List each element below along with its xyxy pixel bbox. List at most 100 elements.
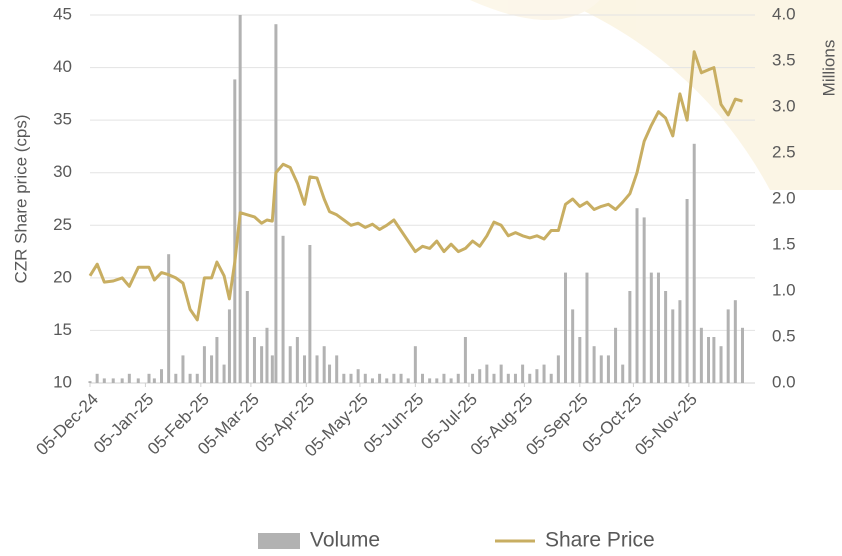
volume-bar (252, 337, 256, 383)
volume-bar (740, 327, 744, 383)
volume-bar (202, 346, 206, 383)
volume-bar (215, 337, 219, 383)
volume-bar (428, 378, 432, 383)
volume-bar (449, 378, 453, 383)
volume-bar (528, 373, 532, 383)
volume-bar (356, 369, 360, 383)
volume-bar (363, 373, 367, 383)
volume-bar (542, 364, 546, 383)
volume-bar (315, 355, 319, 383)
volume-bar (167, 254, 171, 383)
volume-bar (656, 272, 660, 383)
volume-bar (281, 235, 285, 383)
volume-bar (160, 369, 164, 383)
volume-bar (585, 272, 589, 383)
volume-bar (174, 373, 178, 383)
y-axis-title: CZR Share price (cps) (11, 114, 30, 283)
volume-bar (621, 364, 625, 383)
volume-bar (549, 373, 553, 383)
volume-bar (726, 309, 730, 383)
volume-bar (303, 355, 307, 383)
y2-tick-label: 1.5 (772, 234, 796, 253)
volume-bar (288, 346, 292, 383)
volume-bar (222, 364, 226, 383)
volume-bar (399, 373, 403, 383)
y-tick-label: 25 (53, 215, 72, 234)
volume-bar (521, 364, 525, 383)
volume-bar (492, 373, 496, 383)
volume-bar (328, 364, 332, 383)
volume-bar (571, 309, 575, 383)
y2-tick-label: 0.0 (772, 372, 796, 391)
y-tick-label: 45 (53, 4, 72, 23)
y-tick-label: 35 (53, 110, 72, 129)
y-tick-label: 40 (53, 57, 72, 76)
volume-bar (88, 381, 92, 383)
volume-bar (152, 378, 156, 383)
volume-bar (685, 199, 689, 383)
volume-bar (733, 300, 737, 383)
volume-bar (692, 143, 696, 383)
y2-tick-label: 2.5 (772, 142, 796, 161)
volume-bar (120, 378, 124, 383)
volume-bar (671, 309, 675, 383)
volume-bar (147, 373, 151, 383)
watermark (470, 0, 842, 190)
volume-bar (385, 378, 389, 383)
volume-bar (342, 373, 346, 383)
volume-bar (370, 378, 374, 383)
volume-bar (233, 79, 237, 384)
x-tick-label: 05-Jun-25 (360, 390, 428, 458)
y2-tick-label: 1.0 (772, 280, 796, 299)
y2-tick-label: 2.0 (772, 188, 796, 207)
y-tick-label: 20 (53, 267, 72, 286)
volume-bar (392, 373, 396, 383)
volume-bar (699, 327, 703, 383)
volume-bar (606, 355, 610, 383)
volume-bar (136, 378, 140, 383)
volume-bar (322, 346, 326, 383)
volume-bar (642, 217, 646, 383)
volume-bar (378, 373, 382, 383)
y2-tick-label: 0.5 (772, 326, 796, 345)
volume-bar (478, 369, 482, 383)
volume-bar (456, 373, 460, 383)
volume-bar (260, 346, 264, 383)
volume-bar (678, 300, 682, 383)
legend-swatch (258, 533, 300, 549)
volume-bar (442, 373, 446, 383)
legend: Volume Share Price (258, 529, 655, 552)
y2-tick-label: 4.0 (772, 4, 796, 23)
volume-bar (188, 373, 192, 383)
y-tick-label: 30 (53, 162, 72, 181)
volume-bar (592, 346, 596, 383)
y2-tick-label: 3.5 (772, 50, 796, 69)
volume-bar (413, 346, 417, 383)
volume-bar (556, 355, 560, 383)
watermark-shape (560, 0, 842, 190)
volume-bar (513, 373, 517, 383)
price-line (88, 50, 743, 322)
volume-bar (274, 24, 278, 383)
volume-bar (578, 337, 582, 383)
volume-bar (614, 327, 618, 383)
volume-bar (421, 373, 424, 383)
volume-bar (181, 355, 185, 383)
volume-bar (719, 346, 723, 383)
x-tick-label: 05-Dec-24 (32, 390, 102, 460)
y2-axis-title: Millions (819, 40, 838, 97)
volume-bar (506, 373, 510, 383)
volume-bar (664, 291, 668, 383)
volume-bar (210, 355, 214, 383)
volume-bar (270, 355, 274, 383)
volume-bar (599, 355, 603, 383)
volume-bar (712, 337, 716, 383)
legend-label: Share Price (545, 529, 655, 552)
legend-label: Volume (310, 529, 380, 552)
y-tick-label: 15 (53, 320, 72, 339)
volume-bar (335, 355, 339, 383)
volume-bar (245, 291, 249, 383)
volume-bar (535, 369, 539, 383)
volume-bar (406, 378, 410, 383)
volume-bar (195, 373, 199, 383)
